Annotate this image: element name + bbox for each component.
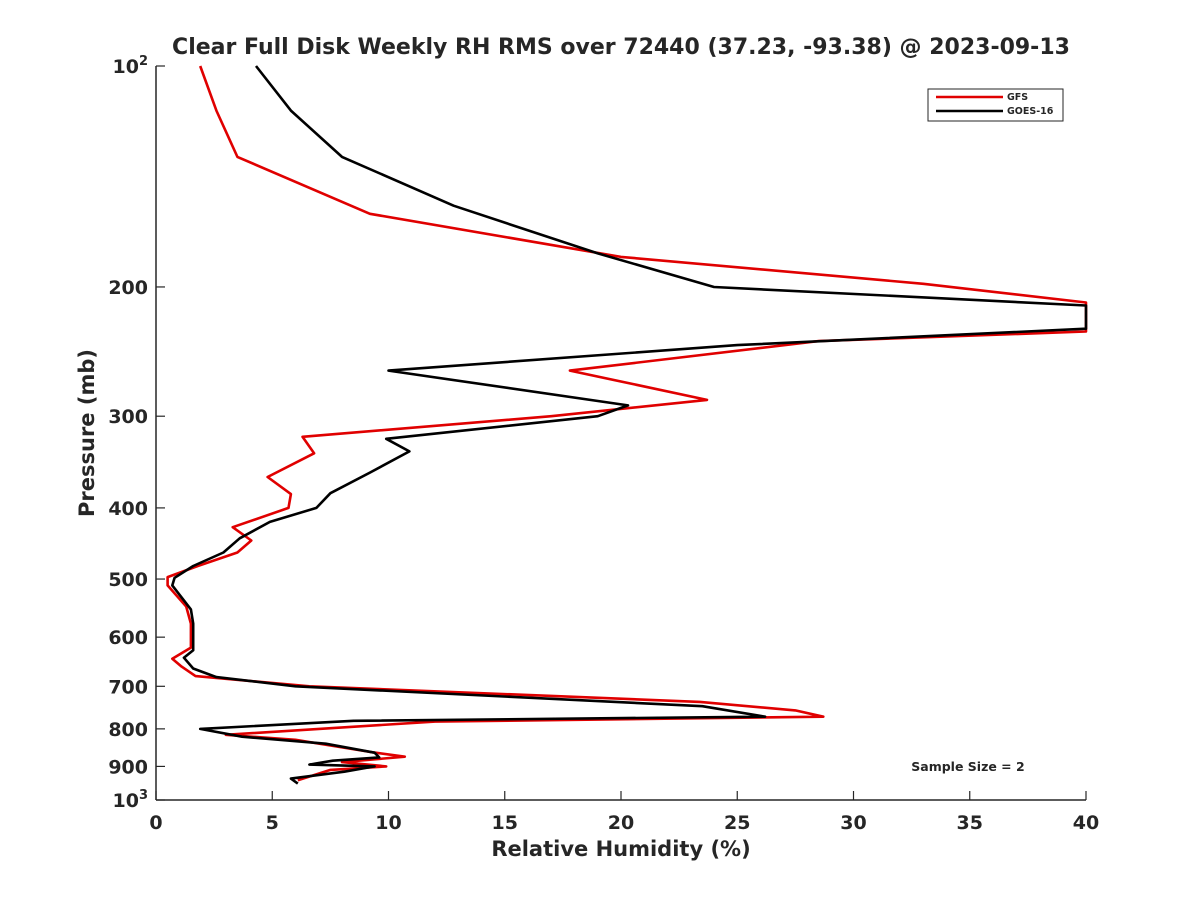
y-tick-label: 700	[108, 676, 148, 698]
series-line-goes-16	[171, 65, 1088, 785]
y-tick-label: 900	[108, 756, 148, 778]
x-axis-label: Relative Humidity (%)	[491, 837, 750, 861]
y-tick-label: 500	[108, 569, 148, 591]
x-tick-label: 15	[492, 812, 518, 834]
x-tick-label: 20	[608, 812, 634, 834]
y-tick-label: 800	[108, 719, 148, 741]
legend: GFS GOES-16	[927, 88, 1064, 122]
y-tick-label: 102	[113, 54, 149, 78]
x-tick-label: 10	[375, 812, 401, 834]
y-tick-label: 103	[113, 788, 149, 812]
y-tick-label: 200	[108, 277, 148, 299]
x-tick-label: 30	[840, 812, 866, 834]
sample-size-annotation: Sample Size = 2	[911, 759, 1024, 774]
legend-label-gfs: GFS	[1007, 92, 1028, 103]
y-tick-label: 600	[108, 627, 148, 649]
x-tick-label: 35	[957, 812, 983, 834]
y-axis-label: Pressure (mb)	[75, 349, 99, 517]
y-tick-label: 400	[108, 498, 148, 520]
y-ticks: 102 200 300 400 500 600 700 800 900 103	[108, 54, 165, 812]
series-layer	[166, 65, 1088, 785]
x-tick-label: 40	[1073, 812, 1099, 834]
plot-area	[156, 66, 1086, 800]
x-ticks: 0 5 10 15 20 25 30 35 40	[149, 791, 1099, 834]
x-tick-label: 5	[266, 812, 279, 834]
y-tick-label: 300	[108, 406, 148, 428]
chart-title: Clear Full Disk Weekly RH RMS over 72440…	[172, 35, 1070, 60]
legend-label-goes-16: GOES-16	[1007, 106, 1054, 117]
x-tick-label: 25	[724, 812, 750, 834]
x-tick-label: 0	[149, 812, 162, 834]
legend-box	[927, 88, 1064, 122]
